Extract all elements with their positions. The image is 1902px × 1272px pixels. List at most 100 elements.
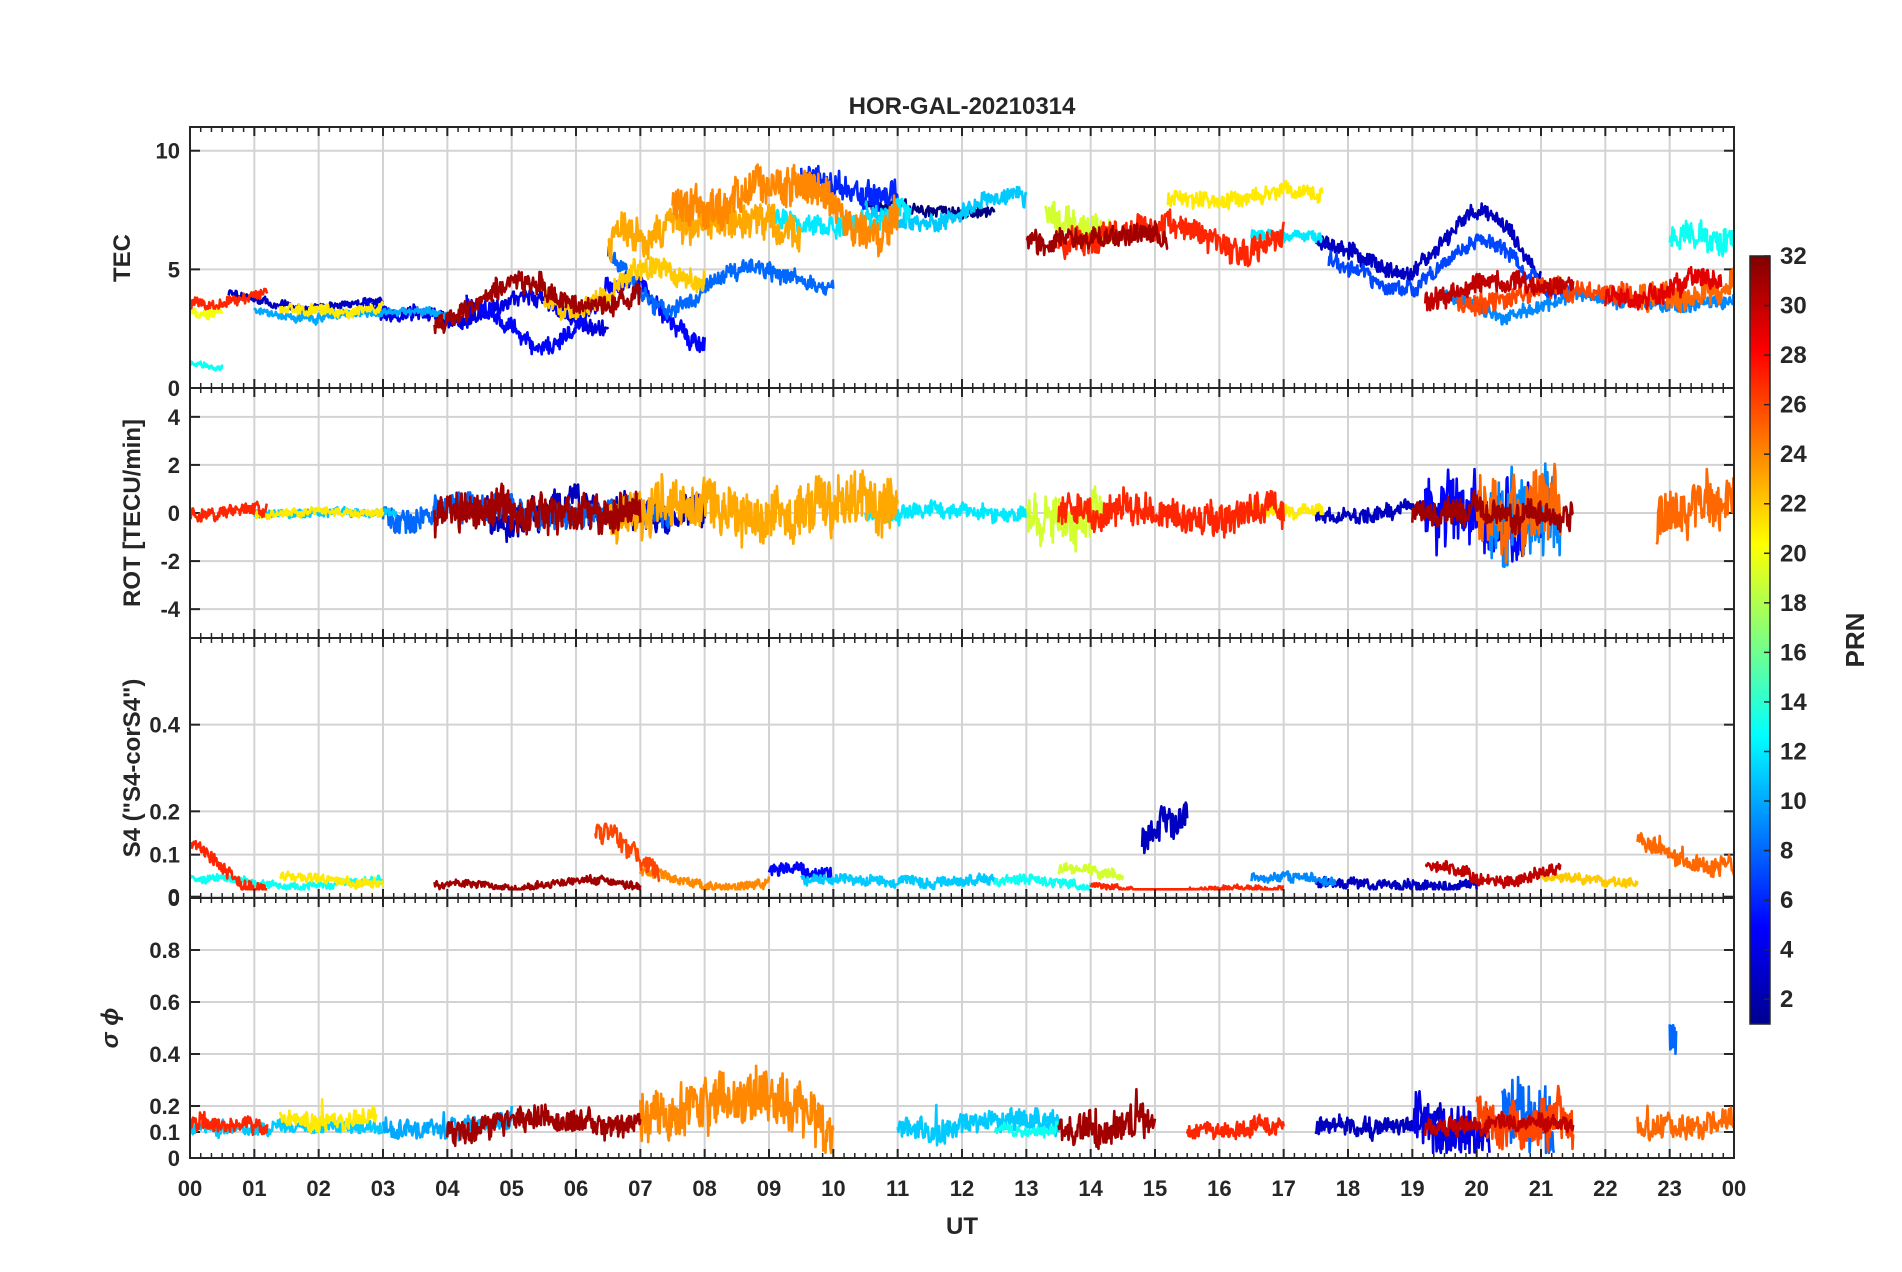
series-prn-30 <box>1424 859 1562 890</box>
series-prn-31 <box>446 1103 642 1148</box>
series-prn-25 <box>1655 467 1734 545</box>
series-prn-12 <box>864 498 1028 527</box>
colorbar-tick-label: 2 <box>1780 986 1793 1013</box>
colorbar-tick-label: 22 <box>1780 491 1807 518</box>
s4-ytick-label: 0 <box>168 885 180 910</box>
series-prn-24 <box>671 163 899 258</box>
series-prn-7 <box>1327 233 1575 301</box>
rot-ylabel: ROT [TECU/min] <box>119 419 146 607</box>
tec-ylabel: TEC <box>109 234 136 282</box>
colorbar-tick-label: 6 <box>1780 887 1793 914</box>
x-tick-label: 22 <box>1593 1176 1617 1201</box>
sigma-xtick-marks <box>189 898 1735 1158</box>
x-tick-label: 13 <box>1014 1176 1038 1201</box>
colorbar-tick-label: 12 <box>1780 738 1807 765</box>
x-tick-label: 03 <box>371 1176 395 1201</box>
series-prn-26 <box>594 822 661 883</box>
x-tick-label: 07 <box>628 1176 652 1201</box>
series-prn-27 <box>1057 208 1285 268</box>
series-prn-9 <box>1250 870 1337 887</box>
series-prn-27 <box>190 500 269 523</box>
s4-ytick-label: 0.4 <box>149 713 180 738</box>
panel-s4: 000.10.20.4 S4 ("S4-corS4") <box>119 637 1735 911</box>
colorbar-tick-label: 26 <box>1780 392 1807 419</box>
x-tick-label: 21 <box>1529 1176 1553 1201</box>
rot-xtick-marks <box>189 388 1735 638</box>
tec-ytick-label: 0 <box>168 376 180 401</box>
sigma-ylabel: σ ϕ <box>97 1008 124 1049</box>
x-tick-label: 15 <box>1143 1176 1167 1201</box>
series-prn-27 <box>190 287 269 311</box>
x-tick-label: 20 <box>1464 1176 1488 1201</box>
series-prn-8 <box>1668 1023 1678 1055</box>
x-tick-label: 10 <box>821 1176 845 1201</box>
s4-ytick-label: 0.2 <box>149 799 180 824</box>
s4-grid <box>190 638 1734 899</box>
tec-yticks: 0 5 10 <box>156 139 1734 401</box>
colorbar-tick-label: 32 <box>1780 243 1807 270</box>
series-prn-11 <box>896 1103 1060 1147</box>
series-prn-13 <box>993 1120 1060 1139</box>
series-prn-8 <box>606 245 835 321</box>
series-prn-3 <box>1314 875 1478 891</box>
s4-ylabel: S4 ("S4-corS4") <box>119 679 146 858</box>
x-tick-label: 18 <box>1336 1176 1360 1201</box>
x-tick-label: 02 <box>306 1176 330 1201</box>
colorbar-tick-label: 24 <box>1780 441 1807 468</box>
series-prn-5 <box>767 861 834 883</box>
series-prn-21 <box>278 870 385 891</box>
x-tick-labels: 00 01 02 03 04 05 06 07 08 09 10 11 12 13 14 15 16 17 18 19… <box>178 1176 1746 1201</box>
series-prn-22 <box>542 256 706 321</box>
x-tick-label: 16 <box>1207 1176 1231 1201</box>
series-prn-22 <box>1539 870 1639 889</box>
colorbar-tick-label: 28 <box>1780 342 1807 369</box>
s4-ytick-label: 0 <box>168 886 180 911</box>
x-tick-label: 00 <box>1722 1176 1746 1201</box>
tec-xtick-marks <box>189 127 1735 388</box>
panel-rot: -4 -2 0 2 4 ROT [TECU/min] <box>119 387 1735 639</box>
panel-sigma-phi: 00.10.2 0.4 0.6 0.8 σ ϕ <box>97 897 1735 1171</box>
x-tick-label: 06 <box>564 1176 588 1201</box>
sigma-ytick-label: 0.4 <box>149 1042 180 1067</box>
series-prn-12 <box>1250 228 1323 244</box>
series-prn-13 <box>992 873 1092 891</box>
series-prn-1 <box>864 198 996 220</box>
rot-ytick-label: 4 <box>168 405 181 430</box>
x-axis-label: UT <box>946 1213 978 1240</box>
s4-ytick-label: 0.1 <box>149 843 180 868</box>
s4-series <box>190 801 1734 891</box>
sigma-ytick-label: 0.6 <box>149 990 180 1015</box>
series-prn-3 <box>1314 202 1543 285</box>
series-prn-27 <box>190 1110 269 1137</box>
x-tick-label: 08 <box>692 1176 716 1201</box>
series-prn-27 <box>1185 1113 1285 1141</box>
colorbar-tick-label: 30 <box>1780 293 1807 320</box>
colorbar-tick-label: 16 <box>1780 639 1807 666</box>
sigma-ytick-label: 0.2 <box>149 1094 180 1119</box>
series-prn-31 <box>433 482 642 539</box>
series-prn-27 <box>1089 881 1285 891</box>
x-tick-label: 11 <box>886 1176 909 1201</box>
rot-ytick-label: -4 <box>160 597 180 622</box>
sigma-series <box>190 1023 1734 1155</box>
rot-ytick-label: 2 <box>168 453 180 478</box>
series-prn-31 <box>1411 489 1574 536</box>
rot-series <box>190 462 1734 569</box>
series-prn-20 <box>190 305 224 321</box>
series-prn-13 <box>190 360 224 372</box>
series-prn-27 <box>1057 486 1285 539</box>
colorbar-tick-label: 18 <box>1780 590 1807 617</box>
tec-series <box>190 163 1734 372</box>
series-prn-24 <box>639 867 771 891</box>
series-prn-30 <box>1423 269 1575 312</box>
x-tick-label: 04 <box>435 1176 460 1201</box>
panel-tec: 0 5 10 TEC <box>109 126 1735 401</box>
colorbar-tick-label: 20 <box>1780 540 1807 567</box>
colorbar-tick-label: 14 <box>1780 689 1807 716</box>
series-prn-3 <box>227 289 385 315</box>
sigma-yticks: 00.10.2 0.4 0.6 0.8 <box>149 938 1734 1171</box>
series-prn-31 <box>1025 220 1169 257</box>
tec-ytick-label: 5 <box>168 257 180 282</box>
